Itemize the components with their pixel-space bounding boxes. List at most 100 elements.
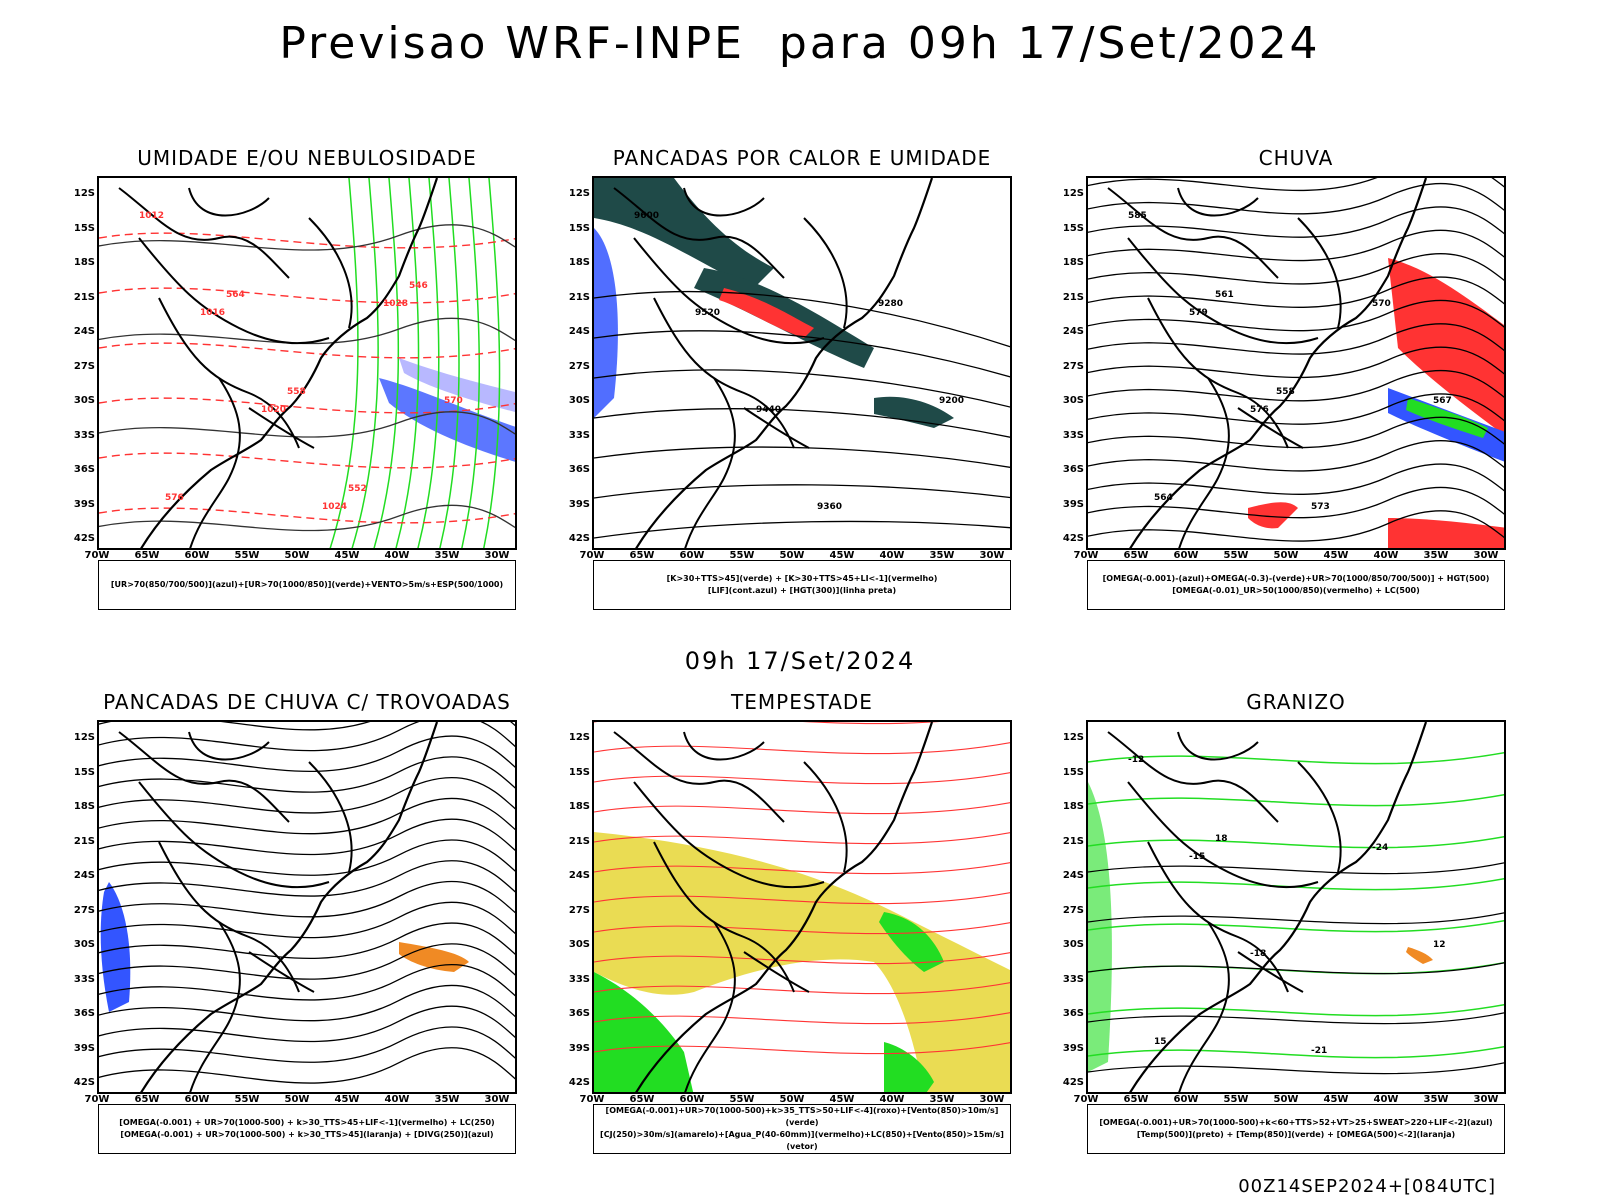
lat-tick-label: 15S <box>73 222 95 234</box>
contour-label: -24 <box>1372 843 1388 853</box>
country-border <box>613 187 785 279</box>
lon-tick-label: 50W <box>779 1094 805 1105</box>
lon-tick-label: 65W <box>1123 550 1149 561</box>
panel-title: PANCADAS POR CALOR E UMIDADE <box>612 146 992 170</box>
country-border <box>248 951 315 993</box>
contour-label: 9360 <box>817 502 842 512</box>
lat-tick-label: 27S <box>568 360 590 372</box>
streamline <box>99 1026 515 1063</box>
temp850-contour <box>1088 877 1504 891</box>
legend-line: [UR>70(850/700/500)](azul)+[UR>70(1000/8… <box>110 580 504 589</box>
streamline <box>1088 440 1504 472</box>
lat-tick-label: 15S <box>1062 222 1084 234</box>
lon-tick-label: 65W <box>134 550 160 561</box>
hgt-contour <box>594 446 1010 469</box>
country-border <box>1107 187 1279 279</box>
streamline <box>99 411 515 438</box>
country-border <box>1147 841 1289 993</box>
lat-tick-label: 27S <box>73 904 95 916</box>
lat-tick-label: 24S <box>73 326 95 337</box>
lat-tick-label: 24S <box>568 326 590 337</box>
rain-area <box>1248 502 1298 529</box>
humidity-contour <box>461 178 480 548</box>
temp500-contour <box>1088 1012 1504 1025</box>
lat-tick-label: 33S <box>73 973 95 985</box>
coastline <box>635 178 934 548</box>
map-layers: 1012 1016 1020 1024 1028 570 576 564 558 552 546 <box>99 178 515 548</box>
streamline <box>1088 346 1504 379</box>
panel-granizo: GRANIZO -12 -15 -18 -21 -24 12 15 18 12S 15S 18S 21S… <box>1046 690 1536 1170</box>
country-border <box>188 731 270 761</box>
contour-label: 9440 <box>756 405 781 415</box>
lat-tick-label: 30S <box>1062 395 1084 406</box>
legend-line: [OMEGA(-0.001)-(azul)+OMEGA(-0.3)-(verde… <box>1102 574 1490 583</box>
contour-label: 1028 <box>383 299 408 309</box>
temp850-area <box>1088 782 1112 1072</box>
lon-tick-label: 30W <box>1473 550 1499 561</box>
map-svg: 585 579 576 573 570 567 564 561 558 <box>1088 178 1504 548</box>
panel-legend: [OMEGA(-0.001)+UR>70(1000-500)+k>35_TTS>… <box>593 1104 1011 1154</box>
map-frame: 9600 9520 9440 9360 9280 9200 <box>592 176 1012 550</box>
streamline-850 <box>594 802 1010 815</box>
legend-line: [OMEGA(-0.001)+UR>70(1000-500)+k<60+TTS>… <box>1099 1118 1493 1127</box>
country-border <box>1237 407 1304 449</box>
contour-label: 558 <box>287 387 306 397</box>
wind-area <box>594 972 694 1092</box>
lat-tick-label: 36S <box>568 1008 590 1019</box>
lon-tick-label: 50W <box>779 550 805 561</box>
streamline <box>99 722 515 752</box>
lat-tick-label: 36S <box>73 464 95 475</box>
streamline <box>1088 486 1504 519</box>
streamline <box>1088 416 1504 449</box>
lon-tick-label: 55W <box>1223 1094 1249 1105</box>
streamline <box>99 984 515 1022</box>
map-frame: 1012 1016 1020 1024 1028 570 576 564 558 552 546 <box>97 176 517 550</box>
country-border <box>138 781 330 889</box>
contour-label: 579 <box>1189 308 1208 318</box>
contour-label: 567 <box>1433 396 1452 406</box>
country-border <box>248 407 315 449</box>
instability-area <box>719 288 814 338</box>
streamline <box>1088 393 1504 425</box>
streamline <box>99 1005 515 1043</box>
hgt-contour <box>594 520 1010 539</box>
lon-tick-label: 60W <box>1173 1094 1199 1105</box>
lat-tick-label: 42S <box>568 533 590 544</box>
streamline-850 <box>594 862 1010 875</box>
streamline-850 <box>594 1042 1010 1055</box>
lat-tick-label: 36S <box>73 1008 95 1019</box>
streamline-850 <box>594 982 1010 995</box>
country-border <box>1147 297 1289 449</box>
thickness-contour <box>99 342 515 359</box>
map-layers <box>594 722 1010 1092</box>
country-border <box>1127 781 1319 889</box>
lat-tick-label: 18S <box>568 257 590 268</box>
lat-tick-label: 21S <box>568 291 590 303</box>
lat-tick-label: 33S <box>1062 973 1084 985</box>
rain-area <box>1388 258 1504 435</box>
lat-tick-label: 39S <box>568 1042 590 1054</box>
lat-tick-label: 12S <box>1062 732 1084 743</box>
lon-tick-label: 70W <box>1073 550 1099 561</box>
lat-tick-label: 33S <box>568 429 590 441</box>
lat-tick-label: 15S <box>1062 766 1084 778</box>
lon-tick-label: 65W <box>629 550 655 561</box>
temp500-contour <box>1088 1062 1504 1075</box>
lon-tick-label: 70W <box>579 550 605 561</box>
panel-title: CHUVA <box>1258 146 1334 170</box>
temp850-contour <box>1088 751 1504 765</box>
streamline <box>1088 229 1504 262</box>
lat-tick-label: 30S <box>73 395 95 406</box>
humidity-contour <box>351 178 379 548</box>
thickness-contour <box>99 232 515 249</box>
panel-umidade: UMIDADE E/OU NEBULOSIDADE 1012 1016 1020 102… <box>57 146 547 626</box>
lat-tick-label: 39S <box>73 1042 95 1054</box>
map-frame <box>592 720 1012 1094</box>
lat-tick-label: 24S <box>1062 870 1084 881</box>
lat-tick-label: 24S <box>568 870 590 881</box>
panel-title: UMIDADE E/OU NEBULOSIDADE <box>137 146 477 170</box>
contour-label: 9600 <box>634 211 659 221</box>
contour-label: 546 <box>409 281 428 291</box>
lon-tick-label: 40W <box>384 550 410 561</box>
streamline-850 <box>594 1012 1010 1025</box>
